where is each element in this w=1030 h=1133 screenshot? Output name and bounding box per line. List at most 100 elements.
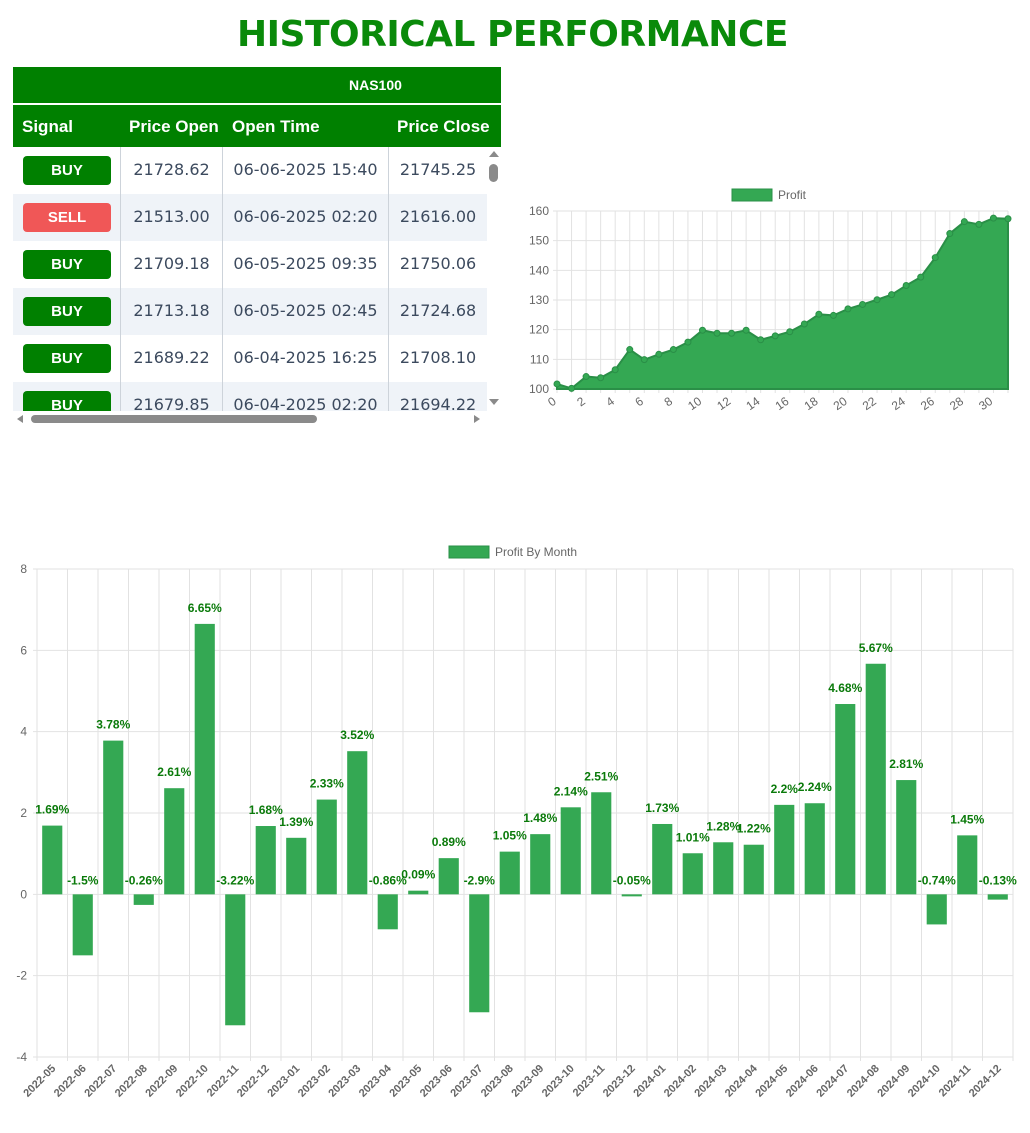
x-tick-label: 2024-05 [753,1063,790,1100]
data-label: -2.9% [464,873,496,887]
data-label: -0.05% [613,873,651,887]
data-label: 1.28% [706,819,740,833]
bar [530,834,551,895]
bar [469,894,490,1013]
table-row[interactable]: BUY 21709.18 06-05-2025 09:35 21750.06 [13,241,487,288]
x-tick-label: 2023-02 [296,1063,333,1100]
data-label: 4.68% [828,681,862,695]
table-row[interactable]: BUY 21689.22 06-04-2025 16:25 21708.10 [13,335,487,382]
column-divider [120,147,121,411]
x-tick-label: 2023-08 [479,1063,516,1100]
data-label: 2.24% [798,780,832,794]
data-label: 5.67% [859,641,893,655]
x-tick-label: 18 [802,394,821,413]
data-label: 1.39% [279,815,313,829]
scroll-up-arrow-icon[interactable] [489,151,499,157]
bar [896,780,917,895]
vertical-scrollbar[interactable] [487,147,501,411]
col-header-price-close: Price Close [397,117,490,136]
data-label: 0.09% [401,868,435,882]
x-tick-label: 2024-12 [967,1063,1004,1100]
bar [591,792,612,895]
data-label: 1.73% [645,801,679,815]
x-tick-label: 2024-07 [814,1063,851,1100]
table-row[interactable]: BUY 21713.18 06-05-2025 02:45 21724.68 [13,288,487,335]
bar [225,894,246,1026]
column-divider [388,147,389,411]
y-tick-label: -4 [16,1050,27,1064]
x-tick-label: 2024-02 [662,1063,699,1100]
data-point [626,346,634,354]
signal-buy-button[interactable]: BUY [23,344,111,373]
signal-buy-button[interactable]: BUY [23,391,111,411]
column-header-row: Signal Price Open Open Time Price Close [13,105,501,147]
table-row[interactable]: BUY 21728.62 06-06-2025 15:40 21745.25 [13,147,487,194]
table-row[interactable]: SELL 21513.00 06-06-2025 02:20 21616.00 [13,194,487,241]
data-point [640,356,648,364]
page-title: HISTORICAL PERFORMANCE [237,14,788,55]
bar [377,894,398,930]
data-label: 3.78% [96,718,130,732]
profit-by-month-bar-chart: Profit By Month -4 -2 0 2 4 6 8 1.69% 2022-05 -1.5… [16,545,1017,1100]
data-label: 1.45% [950,812,984,826]
scroll-right-arrow-icon[interactable] [474,415,480,423]
open-time-cell: 06-04-2025 16:25 [233,348,378,367]
bar [560,807,581,895]
x-tick-label: 2024-09 [875,1063,912,1100]
y-tick-label: 110 [530,352,549,366]
bar [42,825,63,895]
x-tick-label: 2023-10 [540,1063,577,1100]
y-tick-label: 140 [529,263,549,277]
data-point [873,296,881,304]
price-open-cell: 21713.18 [133,301,210,320]
data-label: 2.2% [771,782,799,796]
x-tick-label: 0 [545,394,559,409]
data-label: 1.48% [523,811,557,825]
table-row[interactable]: BUY 21679.85 06-04-2025 02:20 21694.22 [13,382,487,411]
data-point [800,320,808,328]
y-tick-label: 130 [529,293,549,307]
data-point [786,328,794,336]
signal-sell-button[interactable]: SELL [23,203,111,232]
signal-buy-button[interactable]: BUY [23,156,111,185]
data-point [888,291,896,299]
scroll-down-arrow-icon[interactable] [489,399,499,405]
bar [804,803,825,895]
data-label: 3.52% [340,728,374,742]
open-time-cell: 06-05-2025 09:35 [233,254,378,273]
bar [347,751,368,895]
x-tick-label: 2022-10 [174,1063,211,1100]
signals-table[interactable]: NAS100 Signal Price Open Open Time Price… [13,67,501,427]
bar [499,851,520,895]
signal-buy-button[interactable]: BUY [23,250,111,279]
col-header-price-open: Price Open [129,117,219,136]
x-tick-label: 2022-11 [205,1063,242,1100]
price-close-cell: 21616.00 [399,207,477,226]
data-label: 1.01% [676,830,710,844]
y-tick-label: 100 [529,382,549,396]
bar [286,837,307,895]
data-label: 1.69% [35,803,69,817]
bar [316,799,337,895]
x-tick-label: 2024-08 [845,1063,882,1100]
data-label: -3.22% [216,873,254,887]
data-label: -0.26% [125,873,163,887]
data-point [815,310,823,318]
bar [835,704,856,895]
x-tick-label: 2023-06 [418,1063,455,1100]
bar [194,623,215,895]
x-tick-label: 2022-07 [82,1063,119,1100]
horizontal-scroll-thumb[interactable] [31,415,317,423]
data-point [669,346,677,354]
scroll-left-arrow-icon[interactable] [17,415,23,423]
data-point [553,380,561,388]
bar [865,663,886,895]
bar [438,858,459,895]
vertical-scroll-thumb[interactable] [489,164,498,182]
price-open-cell: 21709.18 [133,254,210,273]
data-label: 2.81% [889,757,923,771]
x-tick-label: 2023-11 [571,1063,608,1100]
x-tick-label: 4 [603,394,617,409]
y-tick-label: -2 [16,969,27,983]
signal-buy-button[interactable]: BUY [23,297,111,326]
